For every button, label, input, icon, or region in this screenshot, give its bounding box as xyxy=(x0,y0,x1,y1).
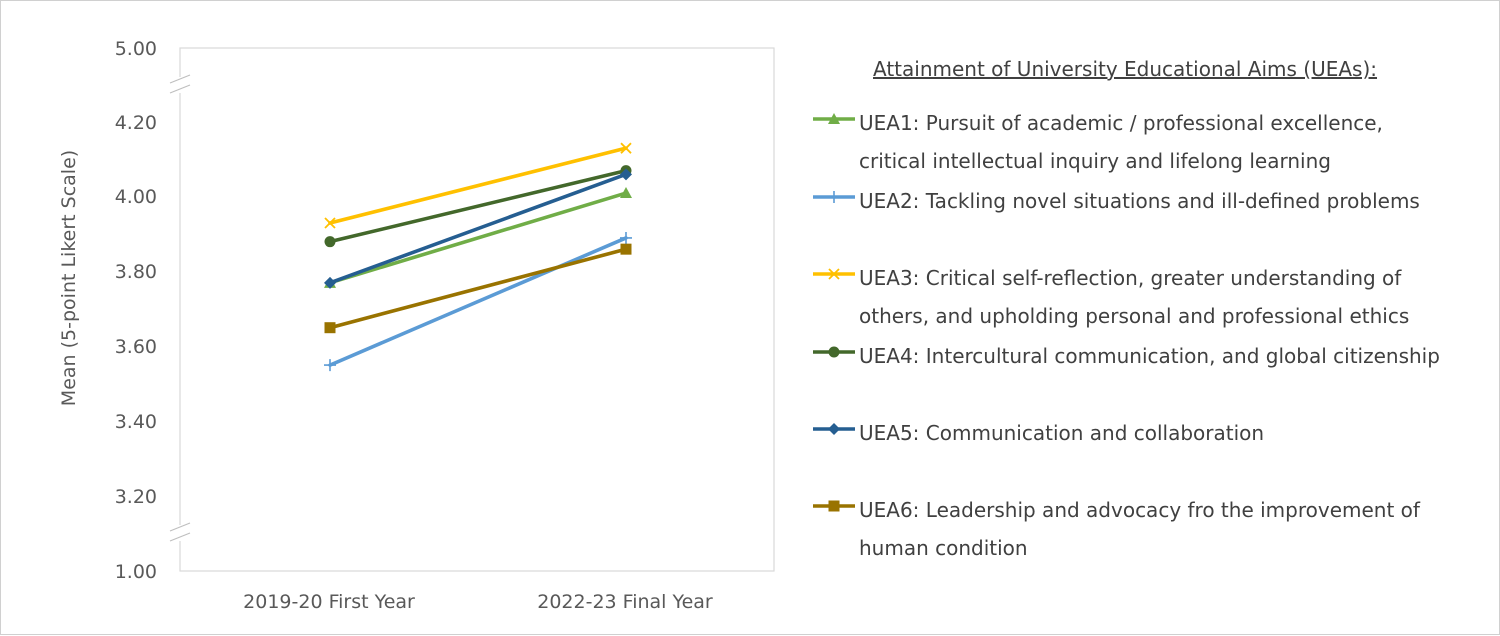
y-axis-label: Mean (5-point Likert Scale) xyxy=(58,150,80,406)
y-tick-label: 3.60 xyxy=(115,336,157,358)
legend-symbol xyxy=(828,268,840,280)
series-line xyxy=(328,191,628,285)
data-point xyxy=(324,276,336,289)
data-point xyxy=(324,359,336,372)
series-2 xyxy=(324,231,632,372)
data-point xyxy=(620,231,632,244)
plot-area xyxy=(179,47,775,572)
legend-marker xyxy=(813,268,855,280)
legend-marker xyxy=(813,423,855,435)
legend-symbol xyxy=(828,191,840,203)
legend-label: UEA4: Intercultural communication, and g… xyxy=(859,344,1440,368)
series-6 xyxy=(324,243,632,334)
series-line xyxy=(328,168,628,244)
y-tick-label: 4.20 xyxy=(115,112,157,134)
data-point xyxy=(324,322,336,334)
series-line xyxy=(328,146,628,225)
series-3 xyxy=(324,142,632,229)
axis-break-mark xyxy=(169,522,191,542)
legend-label: UEA5: Communication and collaboration xyxy=(859,421,1265,445)
data-point xyxy=(620,168,632,181)
data-point xyxy=(620,142,632,154)
legend-symbol xyxy=(828,113,840,124)
legend-symbol xyxy=(828,346,840,358)
x-tick-label: 2022-23 Final Year xyxy=(537,591,713,613)
series-line xyxy=(328,247,628,330)
x-tick-label: 2019-20 First Year xyxy=(243,591,415,613)
legend-label: UEA1: Pursuit of academic / professional… xyxy=(859,111,1383,173)
series-line xyxy=(328,172,628,285)
axis-break-mark xyxy=(169,74,191,94)
legend-label: UEA3: Critical self-reflection, greater … xyxy=(859,266,1410,328)
legend-marker xyxy=(813,500,855,512)
y-tick-label: 3.40 xyxy=(115,411,157,433)
legend-marker xyxy=(813,346,855,358)
data-point xyxy=(324,236,336,248)
legend-label: UEA6: Leadership and advocacy fro the im… xyxy=(859,498,1420,560)
legend-label: UEA2: Tackling novel situations and ill-… xyxy=(859,189,1420,213)
y-tick-label: 3.20 xyxy=(115,486,157,508)
y-tick-label: 5.00 xyxy=(115,38,157,60)
data-point xyxy=(620,243,632,255)
y-tick-label: 3.80 xyxy=(115,261,157,283)
y-tick-label: 1.00 xyxy=(115,561,157,583)
series-5 xyxy=(324,168,632,289)
legend-marker xyxy=(813,191,855,203)
data-point xyxy=(620,187,632,199)
series-1 xyxy=(324,187,632,288)
data-point xyxy=(324,217,336,229)
series-line xyxy=(328,236,628,367)
y-tick-label: 4.00 xyxy=(115,186,157,208)
legend-symbol xyxy=(828,423,840,435)
legend-symbol xyxy=(828,500,840,512)
legend-title: Attainment of University Educational Aim… xyxy=(873,57,1378,81)
legend-marker xyxy=(813,113,855,124)
